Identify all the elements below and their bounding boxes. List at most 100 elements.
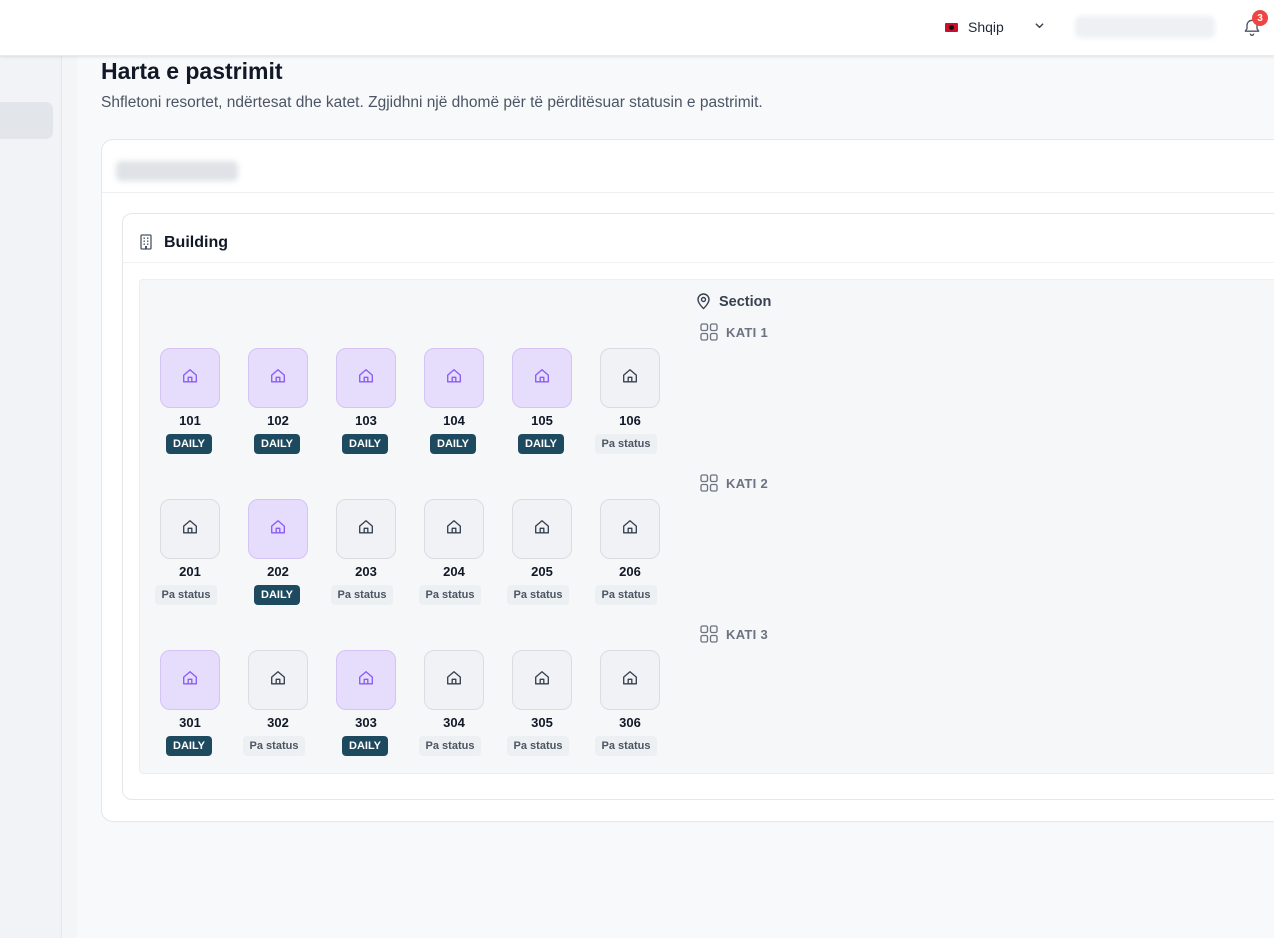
room-tile[interactable]	[424, 499, 484, 559]
room-number: 103	[355, 413, 377, 428]
status-badge: Pa status	[507, 585, 569, 605]
room-tile[interactable]	[600, 348, 660, 408]
room-tile[interactable]	[512, 650, 572, 710]
home-icon	[269, 367, 287, 390]
floor-label: KATI 3	[700, 625, 768, 643]
home-icon	[269, 669, 287, 692]
room-card[interactable]: 304 Pa status	[419, 650, 489, 760]
floor-title: KATI 3	[726, 626, 769, 642]
room-number: 201	[179, 564, 201, 579]
room-tile[interactable]	[160, 348, 220, 408]
status-badge: DAILY	[254, 434, 300, 454]
room-card[interactable]: 103 DAILY	[331, 348, 401, 458]
room-card[interactable]: 101 DAILY	[155, 348, 225, 458]
section-panel: Section KATI 1 101 DAILY 102 DAILY 103 DAILY 10…	[139, 279, 1274, 774]
status-badge: DAILY	[518, 434, 564, 454]
room-card[interactable]: 104 DAILY	[419, 348, 489, 458]
room-number: 205	[531, 564, 553, 579]
sidebar-gutter	[62, 55, 77, 938]
status-badge: DAILY	[430, 434, 476, 454]
room-tile[interactable]	[160, 499, 220, 559]
room-number: 302	[267, 715, 289, 730]
building-header: Building	[123, 214, 1274, 263]
room-tile[interactable]	[512, 348, 572, 408]
resort-name[interactable]	[116, 161, 238, 181]
grid-icon	[700, 323, 718, 341]
room-number: 104	[443, 413, 465, 428]
grid-icon	[700, 474, 718, 492]
room-card[interactable]: 203 Pa status	[331, 499, 401, 609]
section-label: Section	[696, 293, 771, 310]
room-tile[interactable]	[512, 499, 572, 559]
room-card[interactable]: 301 DAILY	[155, 650, 225, 760]
room-card[interactable]: 303 DAILY	[331, 650, 401, 760]
sidebar-item-active[interactable]	[0, 102, 53, 139]
room-tile[interactable]	[248, 499, 308, 559]
status-badge: Pa status	[155, 585, 217, 605]
status-badge: Pa status	[507, 736, 569, 756]
status-badge: DAILY	[254, 585, 300, 605]
room-card[interactable]: 106 Pa status	[595, 348, 665, 458]
room-card[interactable]: 206 Pa status	[595, 499, 665, 609]
chevron-down-icon	[1035, 23, 1044, 29]
room-number: 306	[619, 715, 641, 730]
room-tile[interactable]	[336, 499, 396, 559]
home-icon	[445, 367, 463, 390]
status-badge: DAILY	[342, 434, 388, 454]
room-card[interactable]: 202 DAILY	[243, 499, 313, 609]
room-tile[interactable]	[424, 348, 484, 408]
section-title: Section	[719, 293, 772, 310]
building-card: Building Section KATI 1 101 DAILY 102 DAILY 1…	[122, 213, 1274, 800]
status-badge: Pa status	[419, 585, 481, 605]
room-number: 206	[619, 564, 641, 579]
floor-label: KATI 1	[700, 323, 768, 341]
home-icon	[445, 518, 463, 541]
sidebar	[0, 55, 62, 938]
status-badge: Pa status	[243, 736, 305, 756]
room-tile[interactable]	[248, 348, 308, 408]
home-icon	[533, 518, 551, 541]
room-card[interactable]: 201 Pa status	[155, 499, 225, 609]
room-tile[interactable]	[248, 650, 308, 710]
flag-icon	[945, 22, 958, 32]
room-number: 301	[179, 715, 201, 730]
room-tile[interactable]	[336, 650, 396, 710]
room-card[interactable]: 305 Pa status	[507, 650, 577, 760]
home-icon	[357, 367, 375, 390]
room-card[interactable]: 302 Pa status	[243, 650, 313, 760]
room-card[interactable]: 306 Pa status	[595, 650, 665, 760]
home-icon	[621, 518, 639, 541]
room-number: 202	[267, 564, 289, 579]
top-bar: Shqip 3	[0, 0, 1274, 56]
room-number: 101	[179, 413, 201, 428]
page-subtitle: Shfletoni resortet, ndërtesat dhe katet.…	[101, 94, 763, 111]
room-tile[interactable]	[336, 348, 396, 408]
room-card[interactable]: 204 Pa status	[419, 499, 489, 609]
user-menu[interactable]	[1075, 16, 1215, 38]
room-number: 204	[443, 564, 465, 579]
room-tile[interactable]	[424, 650, 484, 710]
room-tile[interactable]	[600, 499, 660, 559]
home-icon	[181, 669, 199, 692]
notification-badge: 3	[1252, 10, 1268, 26]
language-label: Shqip	[968, 19, 1004, 35]
home-icon	[181, 367, 199, 390]
resort-header	[102, 140, 1274, 193]
room-number: 303	[355, 715, 377, 730]
room-tile[interactable]	[160, 650, 220, 710]
room-tile[interactable]	[600, 650, 660, 710]
home-icon	[181, 518, 199, 541]
status-badge: DAILY	[342, 736, 388, 756]
room-card[interactable]: 205 Pa status	[507, 499, 577, 609]
language-selector[interactable]: Shqip	[945, 17, 1044, 37]
status-badge: DAILY	[166, 434, 212, 454]
home-icon	[533, 367, 551, 390]
room-number: 102	[267, 413, 289, 428]
floor-title: KATI 1	[726, 324, 769, 340]
room-card[interactable]: 102 DAILY	[243, 348, 313, 458]
room-number: 203	[355, 564, 377, 579]
room-card[interactable]: 105 DAILY	[507, 348, 577, 458]
map-pin-icon	[697, 293, 710, 310]
room-number: 305	[531, 715, 553, 730]
home-icon	[269, 518, 287, 541]
